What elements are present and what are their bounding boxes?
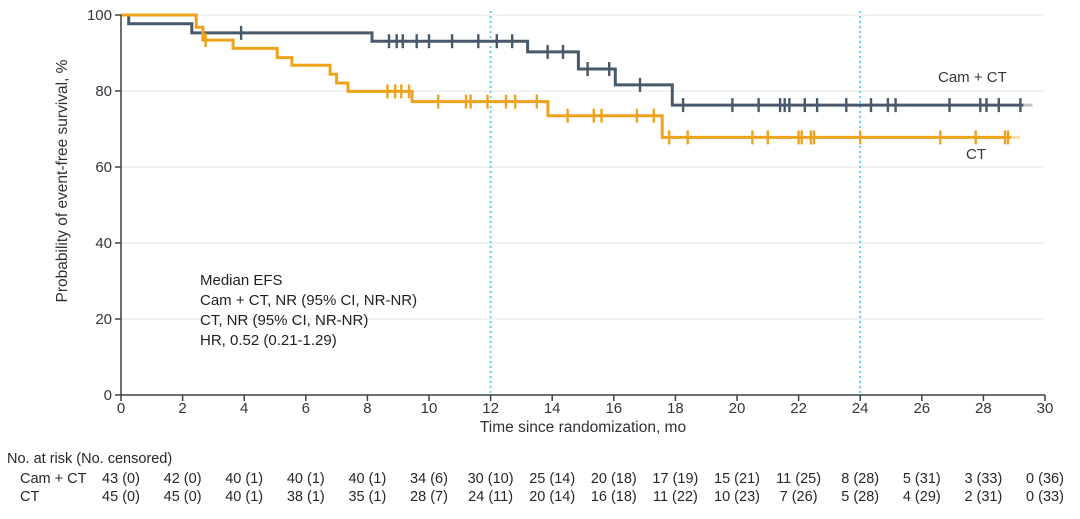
x-tick-label: 28 xyxy=(975,400,992,417)
y-tick-label: 60 xyxy=(95,158,112,176)
y-tick-label: 80 xyxy=(95,82,112,100)
risk-cell: 11 (25) xyxy=(776,471,822,487)
risk-cell: 4 (29) xyxy=(902,489,941,505)
risk-cell: 5 (28) xyxy=(841,489,880,505)
risk-cell: 28 (7) xyxy=(410,489,448,505)
risk-cell: 35 (1) xyxy=(348,489,387,505)
risk-cell: 42 (0) xyxy=(163,471,202,487)
risk-cell: 40 (1) xyxy=(225,471,264,487)
risk-cell: 34 (6) xyxy=(410,471,448,487)
y-tick-label: 100 xyxy=(86,6,112,24)
annotation-line-cam-ct: Cam + CT, NR (95% CI, NR-NR) xyxy=(200,292,418,309)
x-tick-label: 30 xyxy=(1036,400,1054,417)
y-tick-label: 0 xyxy=(103,386,112,404)
x-tick-label: 14 xyxy=(543,400,561,417)
risk-cell: 16 (18) xyxy=(590,489,637,505)
x-tick-label: 12 xyxy=(482,400,499,417)
risk-cell: 10 (23) xyxy=(714,489,760,505)
risk-cell: 43 (0) xyxy=(102,471,140,487)
risk-row-label-ct: CT xyxy=(20,489,40,505)
risk-cell: 2 (31) xyxy=(964,489,1003,505)
risk-cell: 11 (22) xyxy=(652,489,698,505)
risk-cell: 5 (31) xyxy=(902,471,941,487)
x-tick-label: 24 xyxy=(851,400,869,417)
x-tick-label: 18 xyxy=(667,400,684,417)
median-efs-annotation: Median EFS Cam + CT, NR (95% CI, NR-NR) … xyxy=(200,271,417,351)
y-tick-label: 40 xyxy=(95,234,112,252)
risk-cell: 0 (33) xyxy=(1026,489,1064,505)
risk-cell: 0 (36) xyxy=(1026,471,1064,487)
risk-cell: 17 (19) xyxy=(652,471,699,487)
risk-cell: 40 (1) xyxy=(225,489,264,505)
x-tick-label: 8 xyxy=(363,400,372,417)
x-tick-label: 6 xyxy=(301,400,310,417)
risk-cell: 20 (18) xyxy=(590,471,637,487)
x-tick-label: 0 xyxy=(116,400,126,417)
risk-cell: 8 (28) xyxy=(841,471,880,487)
risk-row-label-cam-ct: Cam + CT xyxy=(20,471,87,487)
curve-label-cam-ct: Cam + CT xyxy=(938,69,1007,86)
annotation-line-ct: CT, NR (95% CI, NR-NR) xyxy=(200,312,369,329)
risk-cell: 45 (0) xyxy=(163,489,202,505)
y-tick-label: 20 xyxy=(95,310,112,328)
x-tick-label: 2 xyxy=(178,400,187,417)
x-tick-label: 20 xyxy=(728,400,746,417)
curve-label-ct: CT xyxy=(966,146,986,163)
risk-cell: 38 (1) xyxy=(286,489,325,505)
x-tick-label: 4 xyxy=(240,400,249,417)
x-tick-label: 26 xyxy=(913,400,931,417)
risk-cell: 40 (1) xyxy=(348,471,387,487)
risk-cell: 25 (14) xyxy=(529,471,576,487)
risk-cell: 24 (11) xyxy=(468,489,514,505)
x-tick-label: 16 xyxy=(605,400,623,417)
risk-cell: 7 (26) xyxy=(779,489,818,505)
risk-cell: 3 (33) xyxy=(964,471,1003,487)
risk-cell: 45 (0) xyxy=(102,489,140,505)
annotation-line-median-efs: Median EFS xyxy=(200,272,283,289)
risk-cell: 15 (21) xyxy=(714,471,760,487)
x-tick-label: 22 xyxy=(790,400,807,417)
km-curve-ct xyxy=(121,13,1012,139)
risk-cell: 30 (10) xyxy=(467,471,514,487)
risk-cell: 40 (1) xyxy=(286,471,325,487)
x-axis-title: Time since randomization, mo xyxy=(479,419,687,436)
annotation-line-hr: HR, 0.52 (0.21-1.29) xyxy=(200,332,337,349)
x-tick-label: 10 xyxy=(420,400,438,417)
risk-cell: 20 (14) xyxy=(529,489,576,505)
risk-table-header: No. at risk (No. censored) xyxy=(7,451,173,467)
km-curve-cam-ct xyxy=(121,13,1024,107)
